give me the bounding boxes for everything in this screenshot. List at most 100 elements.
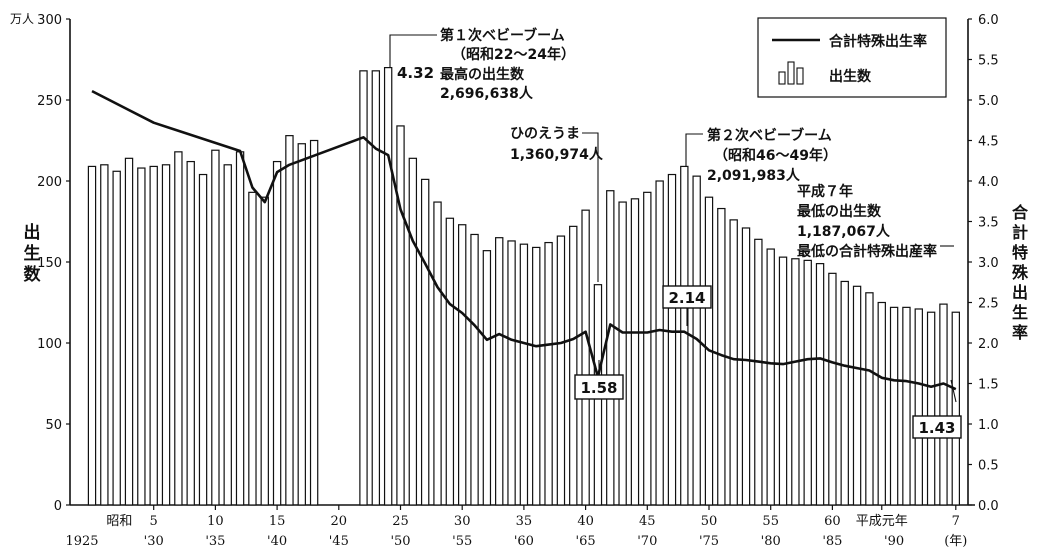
right-tick-label: 0.0 [978,499,999,514]
legend-bar-swatch [787,61,795,85]
x-tick-label-lower: '55 [452,534,472,549]
birth-count-bar [778,256,788,506]
right-tick-label: 4.0 [978,175,999,190]
value-box-1-58 [574,374,624,400]
x-tick-label-upper: 60 [824,514,841,529]
birth-count-bar [482,250,492,506]
left-tick-label: 150 [37,256,62,271]
birth-count-bar [667,173,677,506]
birth-count-bar [211,149,220,506]
birth-count-bar [606,190,615,506]
birth-count-bar [458,224,467,506]
x-tick-label-lower: '50 [390,534,410,549]
x-tick-label-lower: '70 [637,534,657,549]
x-tick-label-upper: 30 [454,514,471,529]
birth-count-bar [198,173,208,506]
birth-count-bar [791,258,800,506]
x-tick-label-upper: 7 [952,514,960,529]
x-tick-label-upper: 25 [392,514,409,529]
birth-count-bar [556,235,566,506]
x-tick-label-lower: '45 [329,534,349,549]
left-tick-label: 300 [37,13,62,28]
birth-count-bar [852,285,862,506]
birth-count-bar [507,240,516,506]
annotation-baby-boom-1-count: 2,696,638人 [440,85,534,102]
birth-count-bar [495,237,504,506]
x-tick-label-upper: 20 [331,514,348,529]
legend-label-bar: 出生数 [829,68,872,85]
birth-count-bar [359,70,368,506]
x-tick-label-lower: '30 [144,534,164,549]
birth-count-bar [445,217,455,506]
birth-count-bar [815,263,825,506]
birth-count-bar [655,180,664,506]
fertility-rate-line-group [91,89,957,391]
value-label-1-58: 1.58 [580,379,617,397]
annotation-leader [950,379,957,403]
x-tick-label-upper: 10 [207,514,224,529]
annotation-heisei-7: 1,187,067人 [797,223,891,240]
x-tick-label-upper: 昭和 [106,514,132,529]
birth-count-bar [112,170,121,506]
birth-count-bar [680,165,689,506]
annotation-leader [582,132,599,282]
right-tick-label: 5.5 [978,54,999,69]
annotation-hinoe-uma: ひのえうま [510,126,580,142]
x-tick-label-lower: '40 [267,534,287,549]
annotation-baby-boom-2-count: 2,091,983人 [707,167,801,184]
birth-count-bar [174,151,183,506]
right-axis-label-char: 特 [1012,243,1028,262]
birth-count-bar [902,306,911,506]
birth-count-bar [100,164,109,506]
left-tick-label: 0 [54,499,62,514]
birth-count-bar [248,191,257,506]
right-tick-label: 3.0 [978,256,999,271]
birth-count-bar [618,201,627,506]
right-tick-label: 2.0 [978,337,999,352]
birth-count-bar [865,292,874,506]
value-box-1-43 [912,415,962,439]
birth-count-bar [297,143,306,506]
x-tick-label-lower: '80 [761,534,781,549]
annotation-hinoe-uma: 1,360,974人 [510,146,604,163]
right-axis-label-char: 率 [1012,323,1028,342]
right-tick-label: 4.5 [978,135,999,150]
birth-count-bar [260,196,269,506]
annotations: 第１次ベビーブーム （昭和22～24年） 最高の出生数 2,696,638人 4.32 ひ… [389,27,962,439]
x-tick-label-upper: 50 [701,514,718,529]
left-axis-unit: 万人 [10,12,34,26]
legend-box [757,17,947,98]
birth-count-bar [532,246,541,506]
legend-bar-swatch [796,67,804,85]
right-axis-label-char: 合 [1012,203,1029,222]
x-tick-label-lower: '75 [699,534,719,549]
right-axis-label-char: 殊 [1012,263,1029,282]
x-tick-label-lower: '65 [576,534,596,549]
birth-count-bar [914,308,923,506]
x-tick-label-lower: '35 [205,534,225,549]
birth-count-bar [889,306,899,506]
x-tick-label-lower: '90 [884,534,904,549]
birth-count-bar [926,311,936,506]
fertility-rate-line [91,89,957,391]
left-axis-label-char: 出 [24,222,41,243]
right-tick-label: 5.0 [978,94,999,109]
right-tick-label: 3.5 [978,216,999,231]
birth-count-bar [766,248,775,506]
annotation-heisei-7: 平成７年 [797,183,853,200]
birth-count-bar [741,227,751,506]
right-axis-label-char: 計 [1012,223,1028,242]
right-tick-label: 6.0 [978,13,999,28]
left-tick-label: 200 [37,175,62,190]
birth-count-bar [630,198,640,506]
birth-count-bar [309,139,319,506]
birth-count-bar [803,259,812,506]
left-tick-label: 250 [37,94,62,109]
x-tick-label-lower: '85 [822,534,842,549]
left-axis-label-char: 数 [24,264,42,285]
x-tick-label-upper: 平成元年 [856,514,908,529]
birth-count-bar [396,125,405,506]
birth-count-bar [939,303,948,506]
